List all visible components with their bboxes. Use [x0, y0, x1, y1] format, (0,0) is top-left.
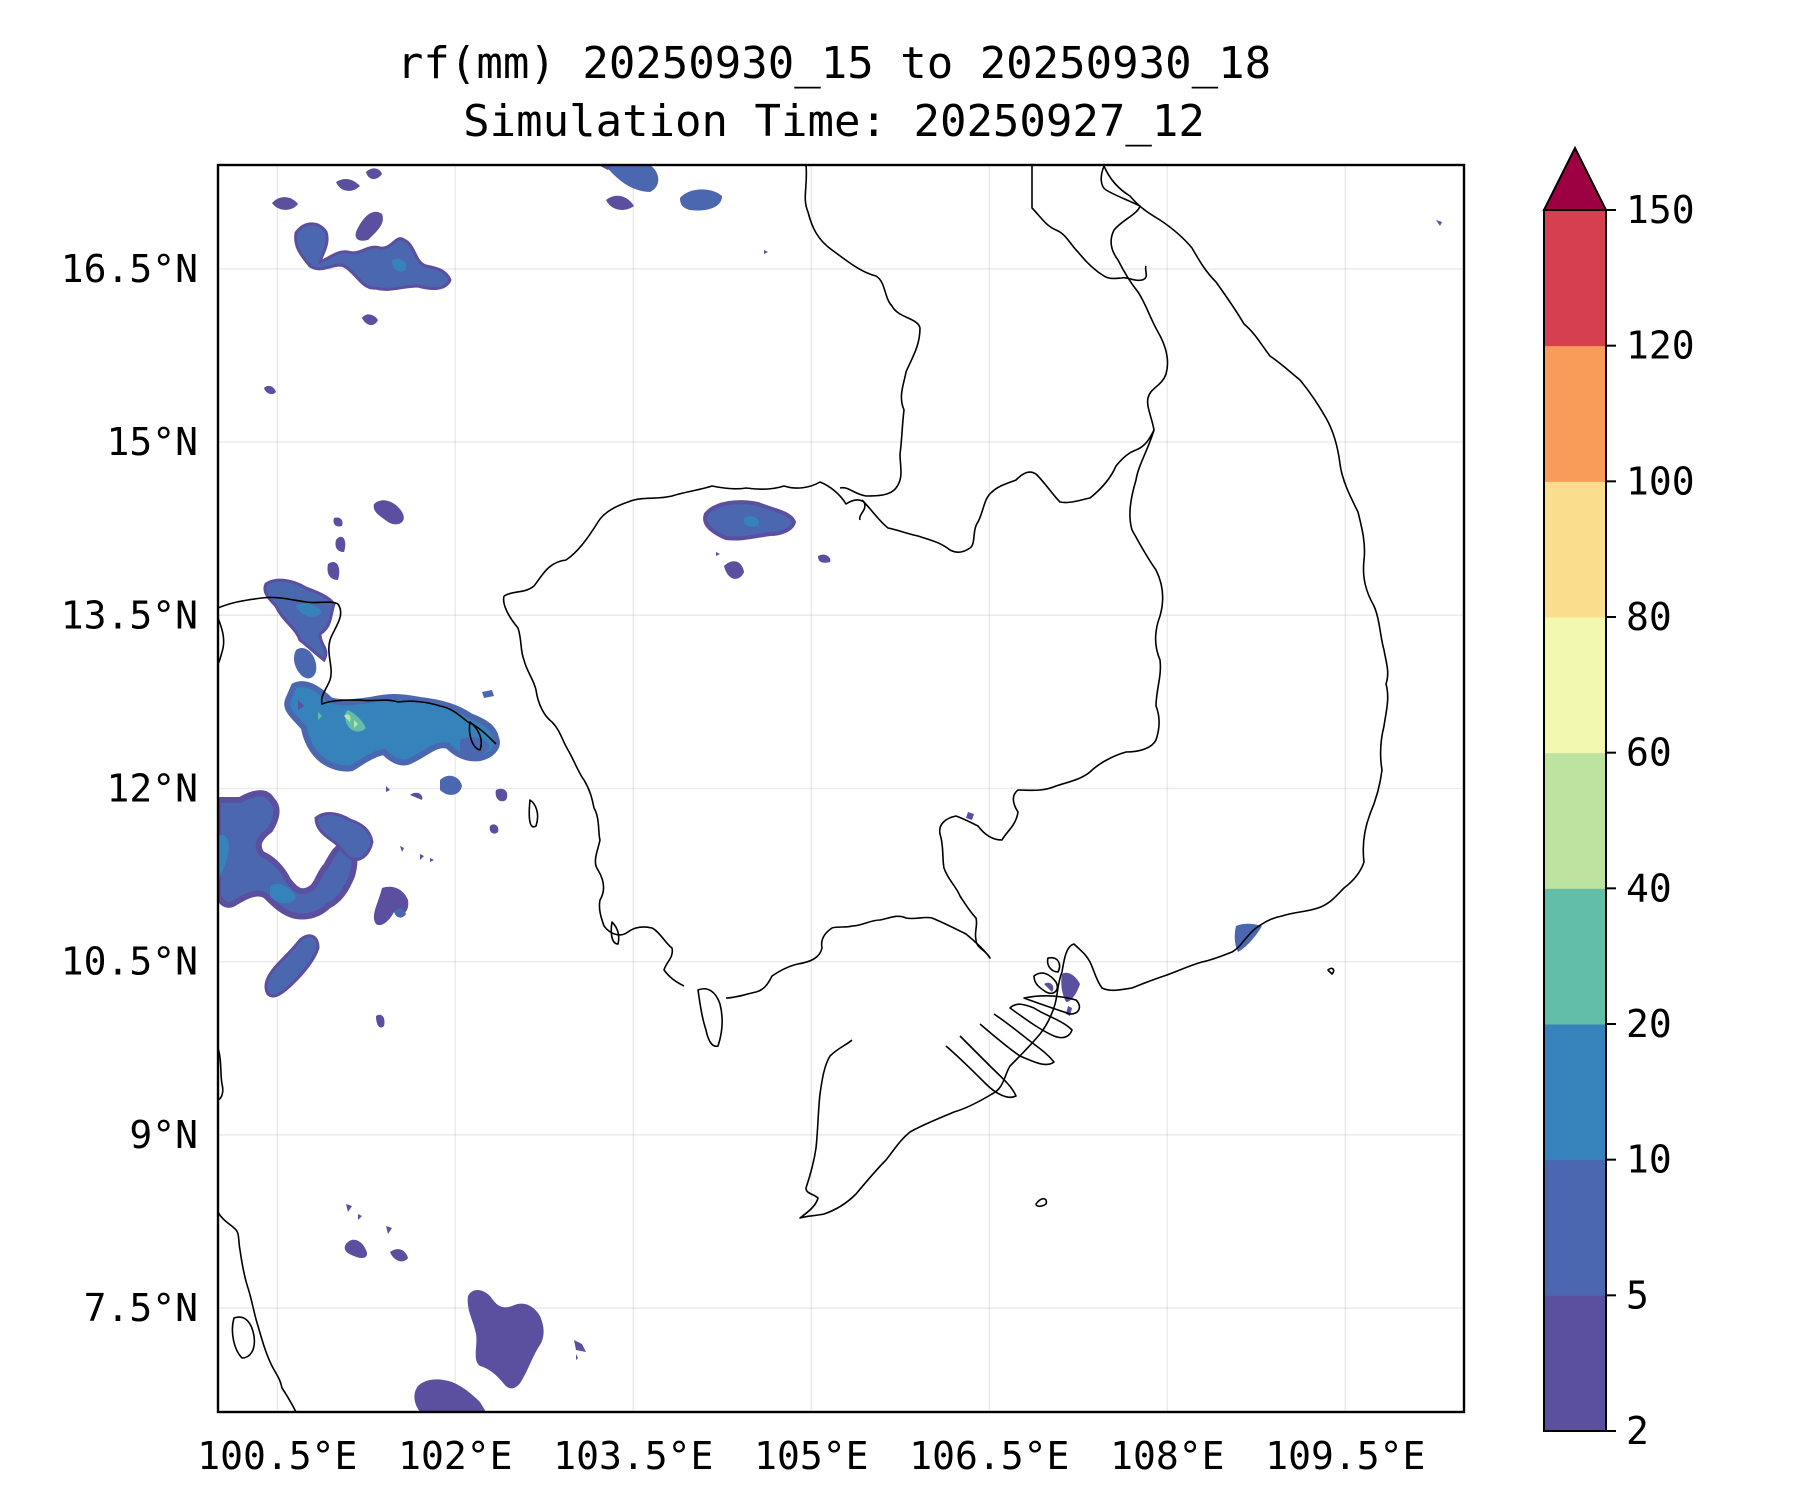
rain-cluster-vietnam-south: [966, 812, 1262, 1016]
x-tick-label: 103.5°E: [553, 1434, 713, 1478]
thailand-cambodia-border: [218, 596, 497, 745]
colorbar-tick-label: 150: [1626, 188, 1695, 232]
latitude-tick-labels: 16.5°N 15°N 13.5°N 12°N 10.5°N 9°N 7.5°N: [61, 247, 198, 1330]
colorbar-segment: [1544, 617, 1606, 754]
colorbar-tick-label: 40: [1626, 866, 1672, 910]
chart-subtitle: Simulation Time: 20250927_12: [463, 96, 1205, 147]
y-tick-label: 15°N: [106, 420, 198, 464]
colorbar-tick-label: 100: [1626, 459, 1695, 503]
colorbar-segment: [1544, 1024, 1606, 1161]
y-tick-label: 13.5°N: [61, 593, 198, 637]
islands-misc: [231, 721, 1335, 1359]
tonle-sap-lake: [1033, 972, 1059, 995]
colorbar-tick-label: 60: [1626, 731, 1672, 775]
colorbar: 2 5 10 20 40 60 80 100 120 150: [1542, 145, 1695, 1453]
colorbar-tick-label: 2: [1626, 1409, 1649, 1453]
colorbar-segment: [1544, 888, 1606, 1025]
y-tick-label: 16.5°N: [61, 247, 198, 291]
longitude-tick-labels: 100.5°E 102°E 103.5°E 105°E 106.5°E 108°E 109.…: [197, 1434, 1425, 1478]
y-tick-label: 12°N: [106, 767, 198, 811]
x-tick-label: 102°E: [398, 1434, 512, 1478]
colorbar-tick-label: 10: [1626, 1138, 1672, 1182]
colorbar-tick-label: 20: [1626, 1002, 1672, 1046]
x-tick-label: 100.5°E: [197, 1434, 357, 1478]
x-tick-label: 105°E: [754, 1434, 868, 1478]
x-tick-label: 106.5°E: [909, 1434, 1069, 1478]
map-background: [218, 165, 1464, 1412]
laos-cambodia-vietnam-border: [861, 165, 1169, 553]
rain-cluster-cambodia-coast: [284, 681, 508, 834]
x-tick-label: 108°E: [1110, 1434, 1224, 1478]
thailand-laos-border: [804, 165, 921, 497]
rain-cluster-gulf: [218, 790, 434, 1028]
island-phu-quoc: [697, 988, 723, 1048]
colorbar-segment: [1544, 345, 1606, 482]
chart-title: rf(mm) 20250930_15 to 20250930_18: [397, 38, 1271, 89]
vietnam-east-coast: [1103, 165, 1389, 929]
map-frame: [216, 163, 1466, 1414]
colorbar-outline: [1543, 209, 1607, 1432]
mekong-delta-coast: [799, 927, 1257, 1219]
rain-cluster-thai-lake: [327, 500, 831, 580]
laos-vietnam-border: [1031, 165, 1148, 282]
mekong-river-channels: [945, 995, 1081, 1099]
rain-cluster-south: [344, 1204, 586, 1412]
rainfall-fields: [218, 165, 1442, 1412]
gulf-of-thailand-coast-east: [502, 595, 685, 987]
colorbar-tick-label: 80: [1626, 595, 1672, 639]
y-tick-label: 7.5°N: [84, 1286, 198, 1330]
rain-cluster-north: [598, 165, 1442, 254]
cambodia-north-border: [503, 481, 866, 597]
x-tick-label: 109.5°E: [1265, 1434, 1425, 1478]
colorbar-tick-label: 5: [1626, 1273, 1649, 1317]
coastlines-and-borders: [218, 165, 1389, 1412]
y-tick-label: 9°N: [129, 1113, 198, 1157]
colorbar-segment: [1544, 1159, 1606, 1296]
colorbar-extend-arrow: [1542, 145, 1608, 211]
rain-cluster-northwest: [264, 168, 452, 395]
colorbar-segment: [1544, 1295, 1606, 1432]
colorbar-segment: [1544, 752, 1606, 889]
colorbar-tick-label: 120: [1626, 324, 1695, 368]
colorbar-segment: [1544, 481, 1606, 618]
y-tick-label: 10.5°N: [61, 940, 198, 984]
cambodia-vietnam-border: [725, 429, 1164, 999]
colorbar-segment: [1544, 210, 1606, 347]
